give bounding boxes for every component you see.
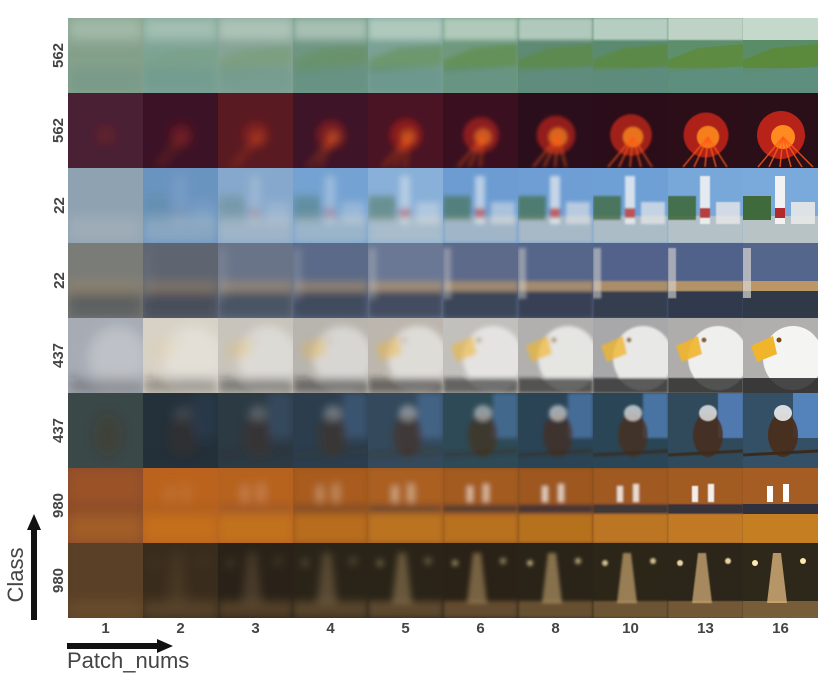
generated-image-tile [293, 243, 368, 318]
generated-image-tile [518, 18, 593, 93]
generated-image-tile [518, 543, 593, 618]
generated-image-tile [593, 468, 668, 543]
generated-image-tile [518, 468, 593, 543]
generated-image-tile [218, 318, 293, 393]
generated-image-tile [368, 93, 443, 168]
generated-image-tile [593, 93, 668, 168]
generated-image-tile [143, 18, 218, 93]
patch-num-label-7: 8 [551, 620, 560, 637]
generated-image-tile [218, 468, 293, 543]
generated-image-tile [218, 18, 293, 93]
generated-image-tile [668, 318, 743, 393]
generated-image-tile [68, 168, 143, 243]
patch-num-label-3: 3 [251, 620, 260, 637]
generated-image-tile [368, 168, 443, 243]
generated-image-tile [368, 18, 443, 93]
generated-image-tile [743, 468, 818, 543]
generated-image-tile [518, 393, 593, 468]
generated-image-tile [593, 18, 668, 93]
generated-image-tile [443, 93, 518, 168]
generated-image-tile [518, 243, 593, 318]
generated-image-tile [368, 318, 443, 393]
generated-image-tile [143, 318, 218, 393]
generated-image-tile [293, 93, 368, 168]
generated-image-tile [368, 393, 443, 468]
generated-image-tile [443, 543, 518, 618]
generated-image-tile [68, 243, 143, 318]
generated-image-tile [743, 543, 818, 618]
generated-image-tile [443, 168, 518, 243]
generated-image-tile [443, 243, 518, 318]
patch-num-label-6: 6 [476, 620, 485, 637]
generated-image-tile [68, 468, 143, 543]
generated-image-tile [593, 243, 668, 318]
generated-image-tile [293, 318, 368, 393]
patch-num-label-2: 2 [176, 620, 185, 637]
generated-image-tile [368, 543, 443, 618]
y-axis-title: Class [3, 547, 28, 603]
generated-image-tile [668, 468, 743, 543]
generated-image-tile [68, 393, 143, 468]
generated-image-tile [743, 168, 818, 243]
generated-image-tile [743, 318, 818, 393]
generated-image-tile [68, 543, 143, 618]
generated-image-tile [293, 18, 368, 93]
generated-image-tile [218, 93, 293, 168]
generated-image-tile [593, 543, 668, 618]
generated-image-tile [743, 243, 818, 318]
generated-image-tile [368, 243, 443, 318]
generated-image-tile [443, 393, 518, 468]
generated-image-tile [593, 393, 668, 468]
generated-image-tile [218, 393, 293, 468]
generated-image-tile [68, 18, 143, 93]
generated-image-tile [218, 243, 293, 318]
generated-image-tile [218, 168, 293, 243]
generated-image-tile [668, 93, 743, 168]
patch-num-label-5: 5 [401, 620, 410, 637]
patch-num-label-10: 16 [772, 620, 789, 637]
x-axis-arrow-icon [67, 639, 173, 653]
generated-image-tile [143, 543, 218, 618]
generated-image-tile [443, 18, 518, 93]
generated-image-tile [143, 168, 218, 243]
generated-image-tile [743, 18, 818, 93]
generated-image-tile [368, 468, 443, 543]
generated-image-tile [743, 393, 818, 468]
y-axis-arrow-icon [27, 514, 41, 620]
generated-image-tile [293, 468, 368, 543]
generated-image-tile [668, 543, 743, 618]
generated-image-tile [68, 93, 143, 168]
generated-image-tile [668, 18, 743, 93]
patch-num-label-4: 4 [326, 620, 335, 637]
generated-image-tile [293, 168, 368, 243]
generated-image-tile [593, 318, 668, 393]
generated-image-tile [518, 318, 593, 393]
patch-num-label-1: 1 [101, 620, 110, 637]
generated-image-tile [743, 93, 818, 168]
patch-num-label-8: 10 [622, 620, 639, 637]
generated-image-tile [443, 318, 518, 393]
generated-image-tile [143, 468, 218, 543]
generated-image-tile [218, 543, 293, 618]
generated-image-tile [668, 393, 743, 468]
generated-image-tile [668, 243, 743, 318]
generated-image-tile [143, 393, 218, 468]
generated-image-tile [143, 243, 218, 318]
generated-image-tile [443, 468, 518, 543]
generated-image-tile [293, 393, 368, 468]
x-axis-title: Patch_nums [67, 648, 190, 673]
generated-image-tile [518, 93, 593, 168]
generated-image-tile [518, 168, 593, 243]
generated-image-tile [143, 93, 218, 168]
generated-image-tile [68, 318, 143, 393]
generated-image-grid [68, 18, 820, 618]
generated-image-tile [593, 168, 668, 243]
generated-image-tile [293, 543, 368, 618]
patch-num-label-9: 13 [697, 620, 714, 637]
generated-image-tile [668, 168, 743, 243]
